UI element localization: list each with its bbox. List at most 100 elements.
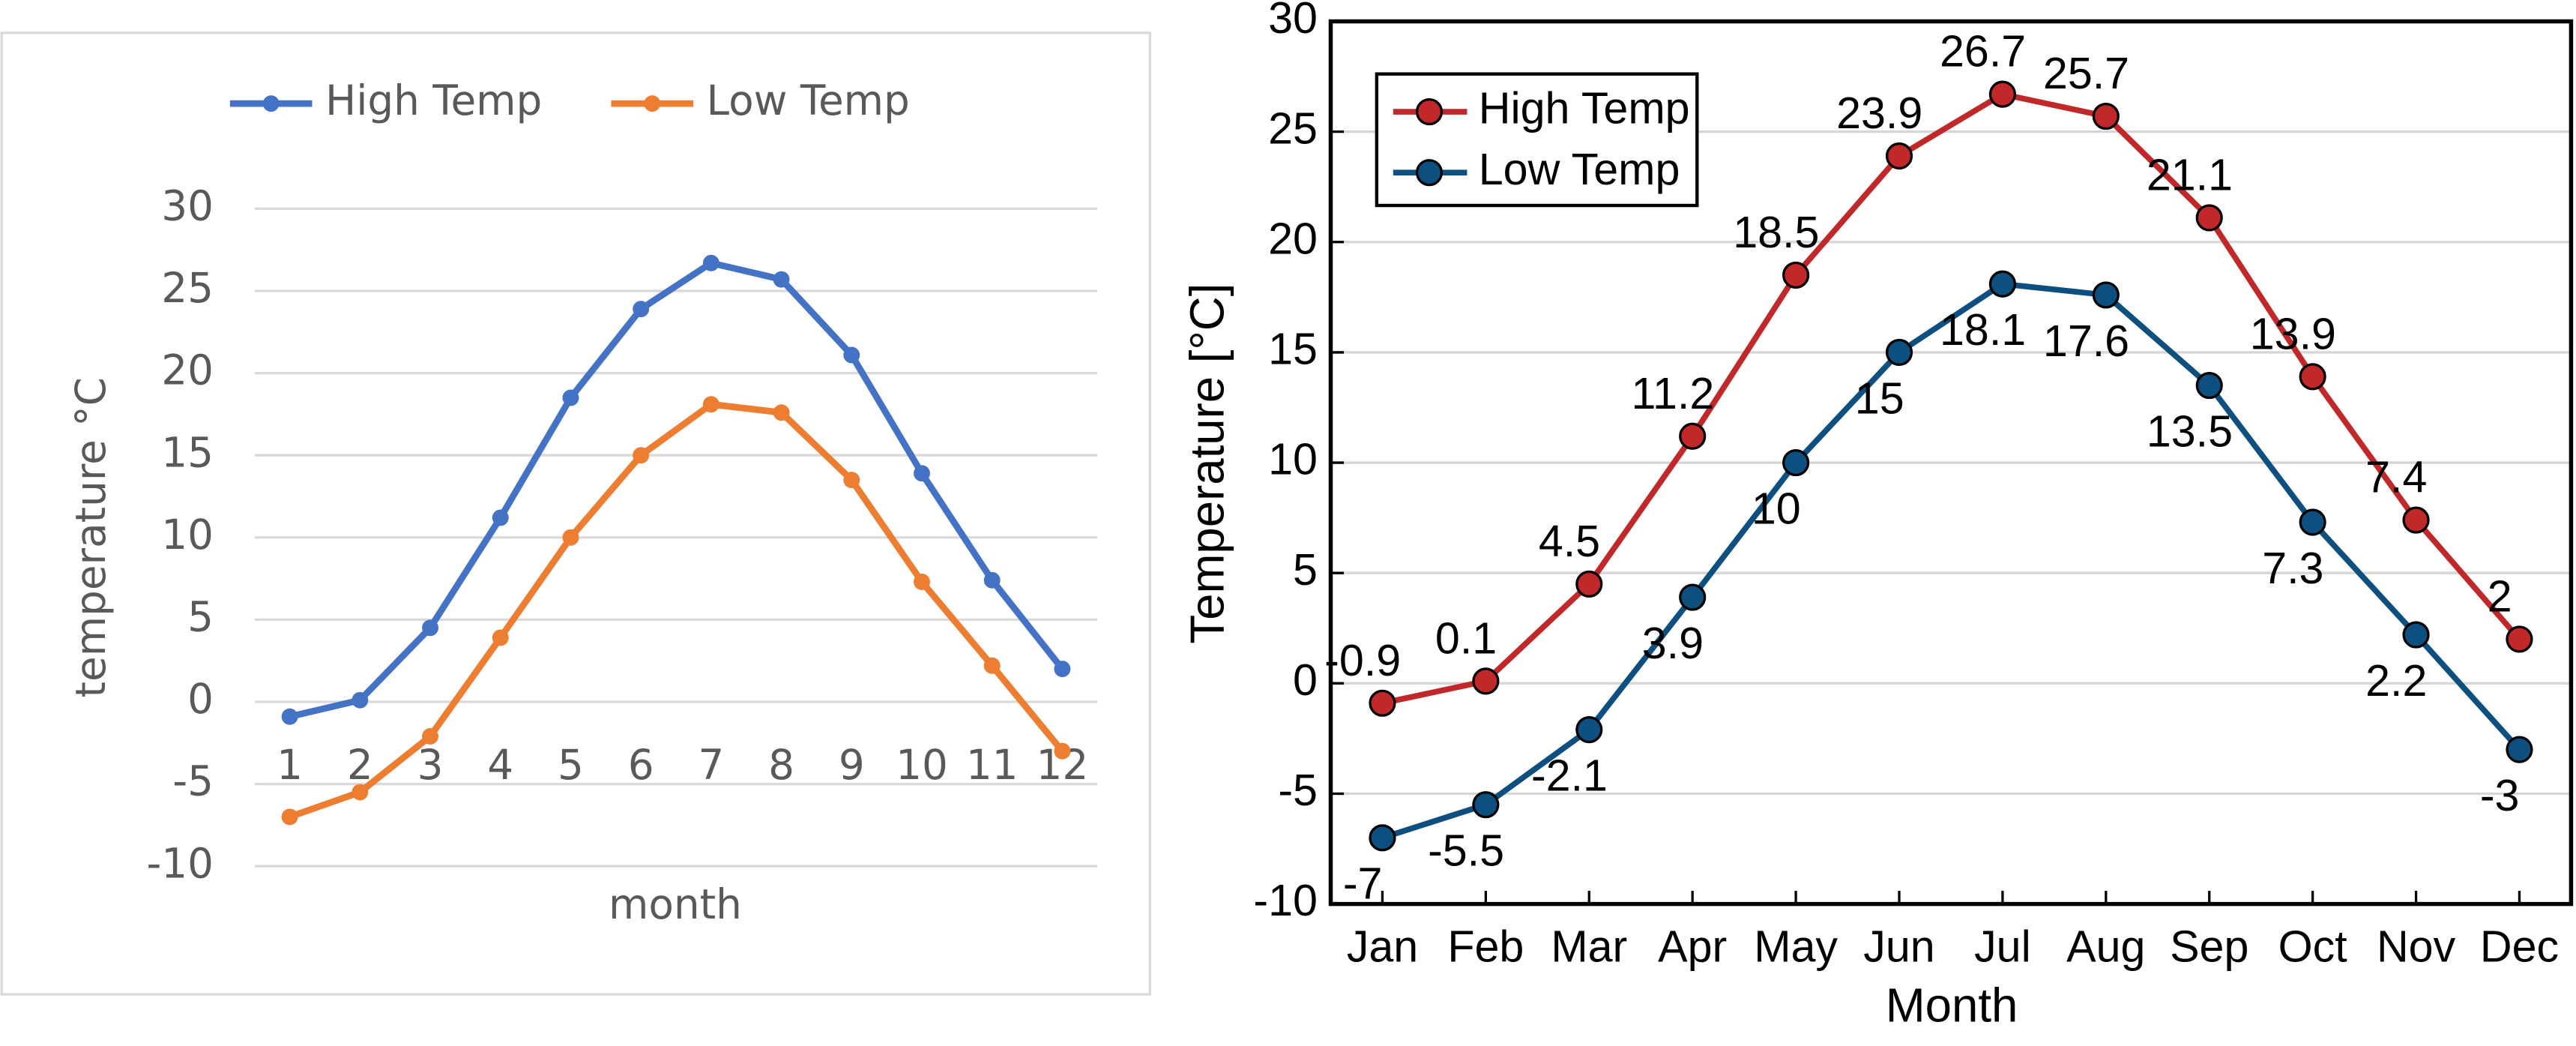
data-label: 17.6 (2043, 316, 2129, 366)
data-point (773, 271, 790, 288)
x-tick-label: Aug (2066, 922, 2145, 972)
data-point (562, 529, 579, 546)
x-tick-label: Oct (2278, 922, 2347, 972)
series-line (1381, 280, 2522, 841)
data-label: -2.1 (1531, 751, 1608, 801)
x-tick-label: Jan (1347, 922, 1418, 972)
data-label: 13.5 (2147, 406, 2233, 456)
data-point (702, 396, 720, 413)
series-line (289, 259, 1065, 720)
data-point (352, 784, 369, 801)
data-point (1472, 791, 1500, 819)
data-point (843, 346, 860, 364)
data-point (633, 447, 650, 464)
x-tick-label: 2 (347, 741, 373, 789)
data-label: 10 (1752, 483, 1801, 533)
data-label: 25.7 (2043, 48, 2129, 98)
data-point (914, 465, 930, 482)
y-tick-label: 10 (161, 511, 214, 559)
data-point (492, 629, 509, 646)
data-point (492, 509, 509, 526)
x-tick-label: 8 (768, 741, 794, 789)
y-tick-label: -10 (1253, 875, 1318, 925)
y-axis-label: temperature °C (67, 377, 115, 697)
data-point (2299, 363, 2326, 391)
data-point (352, 691, 369, 709)
data-point (1472, 667, 1500, 695)
data-point (2506, 625, 2533, 653)
data-point (1575, 716, 1603, 744)
data-point (1679, 583, 1707, 611)
legend-label: Low Temp (1479, 144, 1680, 194)
x-tick-label: 10 (896, 741, 948, 789)
data-point (983, 657, 1001, 674)
legend-marker (644, 95, 661, 112)
data-point (1369, 689, 1396, 717)
data-label: 15 (1855, 373, 1904, 423)
data-point (2402, 621, 2430, 649)
data-label: 11.2 (1631, 368, 1714, 418)
x-tick-label: Dec (2480, 922, 2559, 972)
data-label: 4.5 (1539, 516, 1600, 566)
legend-marker (1415, 159, 1444, 187)
legend-marker (262, 95, 280, 112)
x-tick-label: May (1754, 922, 1838, 972)
legend-label: High Temp (1479, 83, 1690, 133)
y-tick-label: 30 (161, 182, 214, 230)
x-tick-label: Jun (1863, 922, 1934, 972)
data-label: 2 (2488, 571, 2512, 622)
data-point (914, 574, 930, 590)
data-label: 21.1 (2147, 149, 2233, 199)
data-point (1885, 142, 1913, 170)
x-axis-label: month (609, 880, 742, 928)
data-label: 26.7 (1940, 26, 2026, 76)
y-tick-label: 20 (161, 346, 214, 394)
data-point (422, 728, 438, 745)
data-point (1782, 448, 1810, 477)
y-tick-label: 15 (161, 428, 214, 476)
y-tick-label: 25 (1268, 103, 1318, 153)
data-label: 18.5 (1733, 207, 1819, 257)
chart-border (0, 31, 1152, 996)
plot-frame (1328, 19, 2574, 907)
data-label: 7.3 (2262, 543, 2323, 593)
x-tick-label: Jul (1974, 922, 2031, 972)
data-point (2092, 281, 2120, 309)
data-point (843, 472, 860, 489)
y-tick-label: 25 (161, 264, 214, 312)
data-point (1369, 824, 1396, 852)
data-point (2402, 506, 2430, 534)
data-point (2506, 736, 2533, 763)
data-point (2092, 102, 2120, 130)
data-point (2195, 204, 2223, 232)
y-tick-label: 30 (1268, 0, 1318, 43)
y-tick-label: -5 (172, 757, 214, 805)
data-point (1575, 570, 1603, 598)
y-axis-label: Temperature [°C] (1180, 283, 1234, 644)
legend-label: Low Temp (707, 76, 910, 124)
y-tick-label: 5 (187, 593, 214, 641)
data-point (773, 404, 790, 421)
legend-label: High Temp (325, 76, 542, 124)
x-tick-label: Nov (2377, 922, 2456, 972)
data-label: 23.9 (1836, 88, 1922, 138)
data-point (1054, 742, 1071, 760)
y-tick-label: 10 (1268, 434, 1318, 484)
x-tick-label: 7 (698, 741, 724, 789)
x-tick-label: 5 (558, 741, 584, 789)
data-label: 7.4 (2365, 452, 2427, 502)
x-tick-label: Feb (1447, 922, 1524, 972)
x-axis-label: Month (1886, 979, 2018, 1033)
y-tick-label: -10 (146, 839, 213, 887)
data-point (281, 808, 298, 826)
data-label: 18.1 (1940, 304, 2026, 355)
data-point (1988, 80, 2016, 108)
x-tick-label: 4 (487, 741, 513, 789)
data-point (562, 389, 579, 406)
data-point (281, 708, 298, 725)
series-line (289, 400, 1065, 820)
y-tick-label: -5 (1278, 765, 1318, 815)
data-label: 13.9 (2250, 308, 2336, 358)
x-tick-label: 9 (839, 741, 865, 789)
